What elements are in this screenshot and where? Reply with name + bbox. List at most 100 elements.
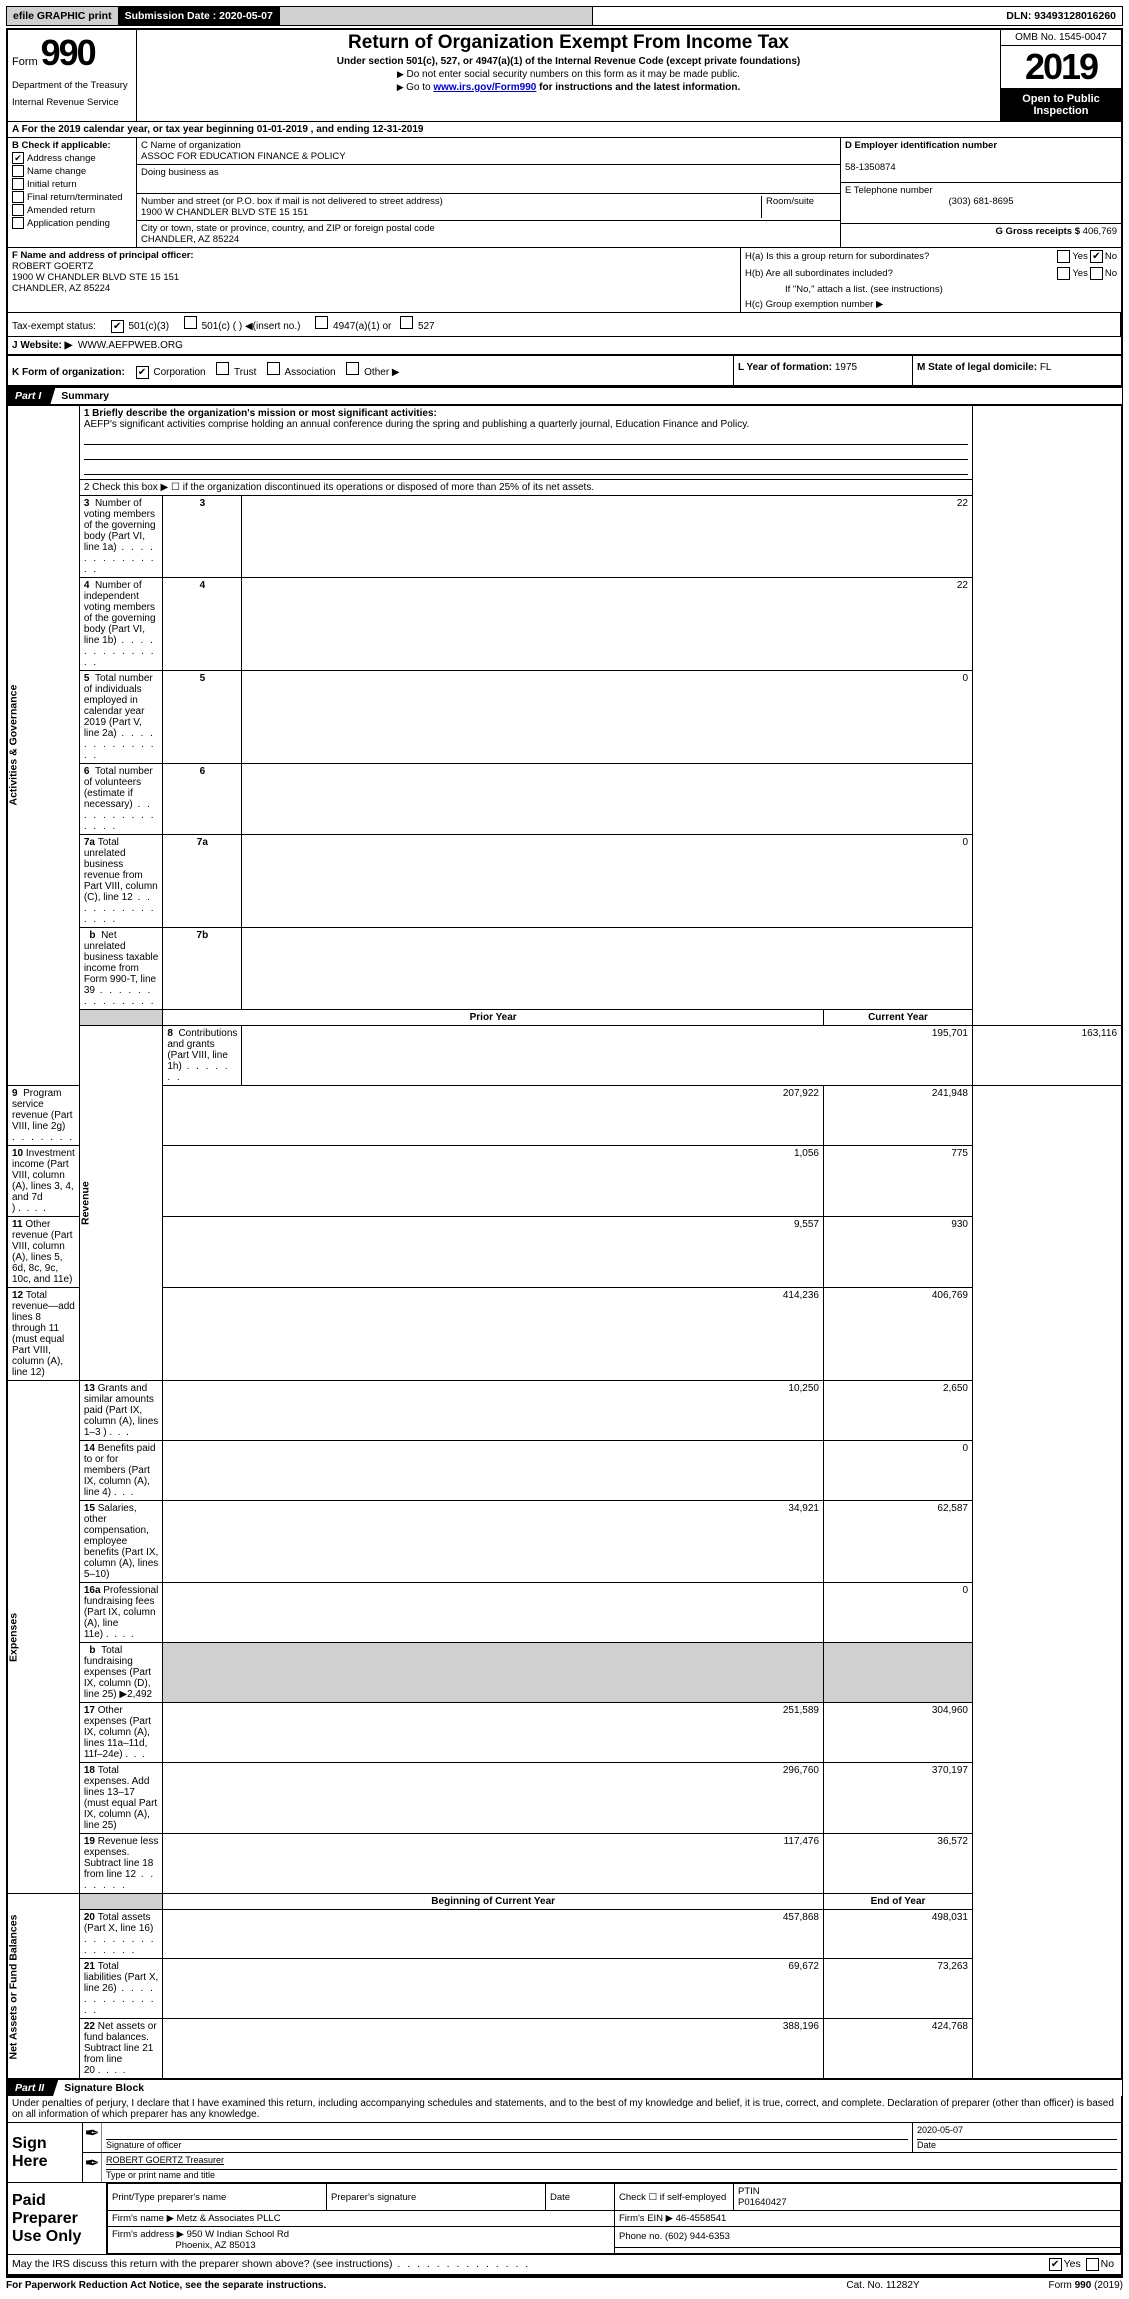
main-title: Return of Organization Exempt From Incom… [143, 32, 994, 54]
line6-label: Total number of volunteers (estimate if … [84, 766, 156, 832]
i-opt-0: 501(c)(3) [128, 321, 169, 332]
prep-phone-label: Phone no. [619, 2231, 665, 2242]
instr2-pre: Go to [406, 82, 433, 93]
row-k-l-m: K Form of organization: ✔ Corporation Tr… [6, 356, 1123, 387]
line18-current: 370,197 [824, 1763, 973, 1834]
footer-left: For Paperwork Reduction Act Notice, see … [6, 2280, 783, 2291]
dln: DLN: 93493128016260 [1000, 7, 1122, 25]
city-label: City or town, state or province, country… [141, 223, 435, 234]
row-a: A For the 2019 calendar year, or tax yea… [8, 122, 1121, 138]
line12-current: 406,769 [824, 1288, 973, 1381]
i-501c[interactable] [184, 316, 197, 329]
line7a-label: Total unrelated business revenue from Pa… [84, 837, 158, 925]
line5-label: Total number of individuals employed in … [84, 673, 156, 761]
officer-name: ROBERT GOERTZ [12, 261, 93, 272]
sig-date-label: Date [917, 2139, 1117, 2150]
line19-prior: 117,476 [163, 1834, 824, 1894]
prep-date-label: Date [546, 2184, 615, 2211]
b-opt-0: Address change [27, 153, 96, 164]
checkbox-address-change[interactable]: ✔ [12, 152, 24, 164]
checkbox-initial-return[interactable] [12, 178, 24, 190]
line14-label: Benefits paid to or for members (Part IX… [84, 1443, 156, 1498]
checkbox-final-return[interactable] [12, 191, 24, 203]
line18-label: Total expenses. Add lines 13–17 (must eq… [84, 1765, 157, 1831]
line3-label: Number of voting members of the governin… [84, 498, 156, 575]
i-4947[interactable] [315, 316, 328, 329]
c-label: C Name of organization [141, 140, 241, 151]
form990-link[interactable]: www.irs.gov/Form990 [433, 82, 536, 93]
checkbox-pending[interactable] [12, 217, 24, 229]
subtitle: Under section 501(c), 527, or 4947(a)(1)… [143, 56, 994, 67]
footer-right: Form 990 (2019) [983, 2280, 1123, 2291]
ha-no[interactable]: ✔ [1090, 250, 1103, 263]
i-opt-3: 527 [418, 321, 435, 332]
dept-irs: Internal Revenue Service [12, 97, 132, 108]
k-assoc[interactable] [267, 362, 280, 375]
line15-label: Salaries, other compensation, employee b… [84, 1503, 158, 1580]
ha-yes[interactable] [1057, 250, 1070, 263]
top-bar: efile GRAPHIC print Submission Date : 20… [6, 6, 1123, 26]
begin-year-header: Beginning of Current Year [163, 1894, 824, 1910]
line4-val: 22 [242, 578, 973, 671]
line3-box: 3 [163, 496, 242, 578]
website[interactable]: WWW.AEFPWEB.ORG [78, 340, 183, 351]
line17-prior: 251,589 [163, 1703, 824, 1763]
part1-title: Summary [55, 388, 115, 404]
checkbox-name-change[interactable] [12, 165, 24, 177]
mission-text: AEFP's significant activities comprise h… [84, 419, 749, 430]
k-other[interactable] [346, 362, 359, 375]
line22-end: 424,768 [824, 2019, 973, 2080]
i-527[interactable] [400, 316, 413, 329]
line10-prior: 1,056 [163, 1146, 824, 1217]
k-trust[interactable] [216, 362, 229, 375]
line13-current: 2,650 [824, 1381, 973, 1441]
line7b-val [242, 928, 973, 1010]
side-revenue: Revenue [79, 1026, 163, 1381]
instruction-1: Do not enter social security numbers on … [143, 69, 994, 80]
line20-begin: 457,868 [163, 1910, 824, 1959]
hb-yes[interactable] [1057, 267, 1070, 280]
f-label: F Name and address of principal officer: [12, 250, 194, 261]
discuss-no[interactable] [1086, 2258, 1099, 2271]
checkbox-amended[interactable] [12, 204, 24, 216]
hc-label: H(c) Group exemption number ▶ [741, 297, 1121, 312]
submission-date-button[interactable]: Submission Date : 2020-05-07 [119, 7, 280, 25]
part1-header: Part I Summary [6, 387, 1123, 404]
i-label: Tax-exempt status: [12, 321, 96, 332]
line21-begin: 69,672 [163, 1959, 824, 2019]
current-year-header: Current Year [824, 1010, 973, 1026]
prep-name-label: Print/Type preparer's name [108, 2184, 327, 2211]
m-label: M State of legal domicile: [917, 362, 1040, 373]
b-opt-2: Initial return [27, 179, 77, 190]
prep-check-label[interactable]: Check ☐ if self-employed [615, 2184, 734, 2211]
col-b-checkboxes: B Check if applicable: ✔Address change N… [8, 138, 137, 247]
discuss-yes[interactable]: ✔ [1049, 2258, 1062, 2271]
line22-begin: 388,196 [163, 2019, 824, 2080]
firm-ein-label: Firm's EIN ▶ [619, 2213, 676, 2224]
line15-current: 62,587 [824, 1501, 973, 1583]
line14-prior [163, 1441, 824, 1501]
form-header: Form 990 Department of the Treasury Inte… [6, 28, 1123, 122]
line13-label: Grants and similar amounts paid (Part IX… [84, 1383, 158, 1438]
j-label: J Website: ▶ [12, 340, 72, 351]
efile-print-button[interactable]: efile GRAPHIC print [7, 7, 119, 25]
b-label: B Check if applicable: [12, 140, 111, 151]
street-address: 1900 W CHANDLER BLVD STE 15 151 [141, 207, 308, 218]
side-expenses: Expenses [7, 1381, 79, 1894]
k-opt-3: Other ▶ [364, 367, 399, 378]
sig-name: ROBERT GOERTZ Treasurer [106, 2155, 1117, 2169]
k-corp[interactable]: ✔ [136, 366, 149, 379]
line5-box: 5 [163, 671, 242, 764]
section-a-m: A For the 2019 calendar year, or tax yea… [6, 122, 1123, 356]
line3-val: 22 [242, 496, 973, 578]
line18-prior: 296,760 [163, 1763, 824, 1834]
line15-prior: 34,921 [163, 1501, 824, 1583]
sig-arrow-1: ✒ [83, 2123, 102, 2152]
line16a-current: 0 [824, 1583, 973, 1643]
sign-here-label: Sign Here [8, 2123, 83, 2182]
i-opt-2: 4947(a)(1) or [333, 321, 391, 332]
i-501c3[interactable]: ✔ [111, 320, 124, 333]
summary-table: Activities & Governance 1 Briefly descri… [6, 404, 1123, 2080]
hb-no[interactable] [1090, 267, 1103, 280]
form-prefix: Form [12, 56, 38, 68]
